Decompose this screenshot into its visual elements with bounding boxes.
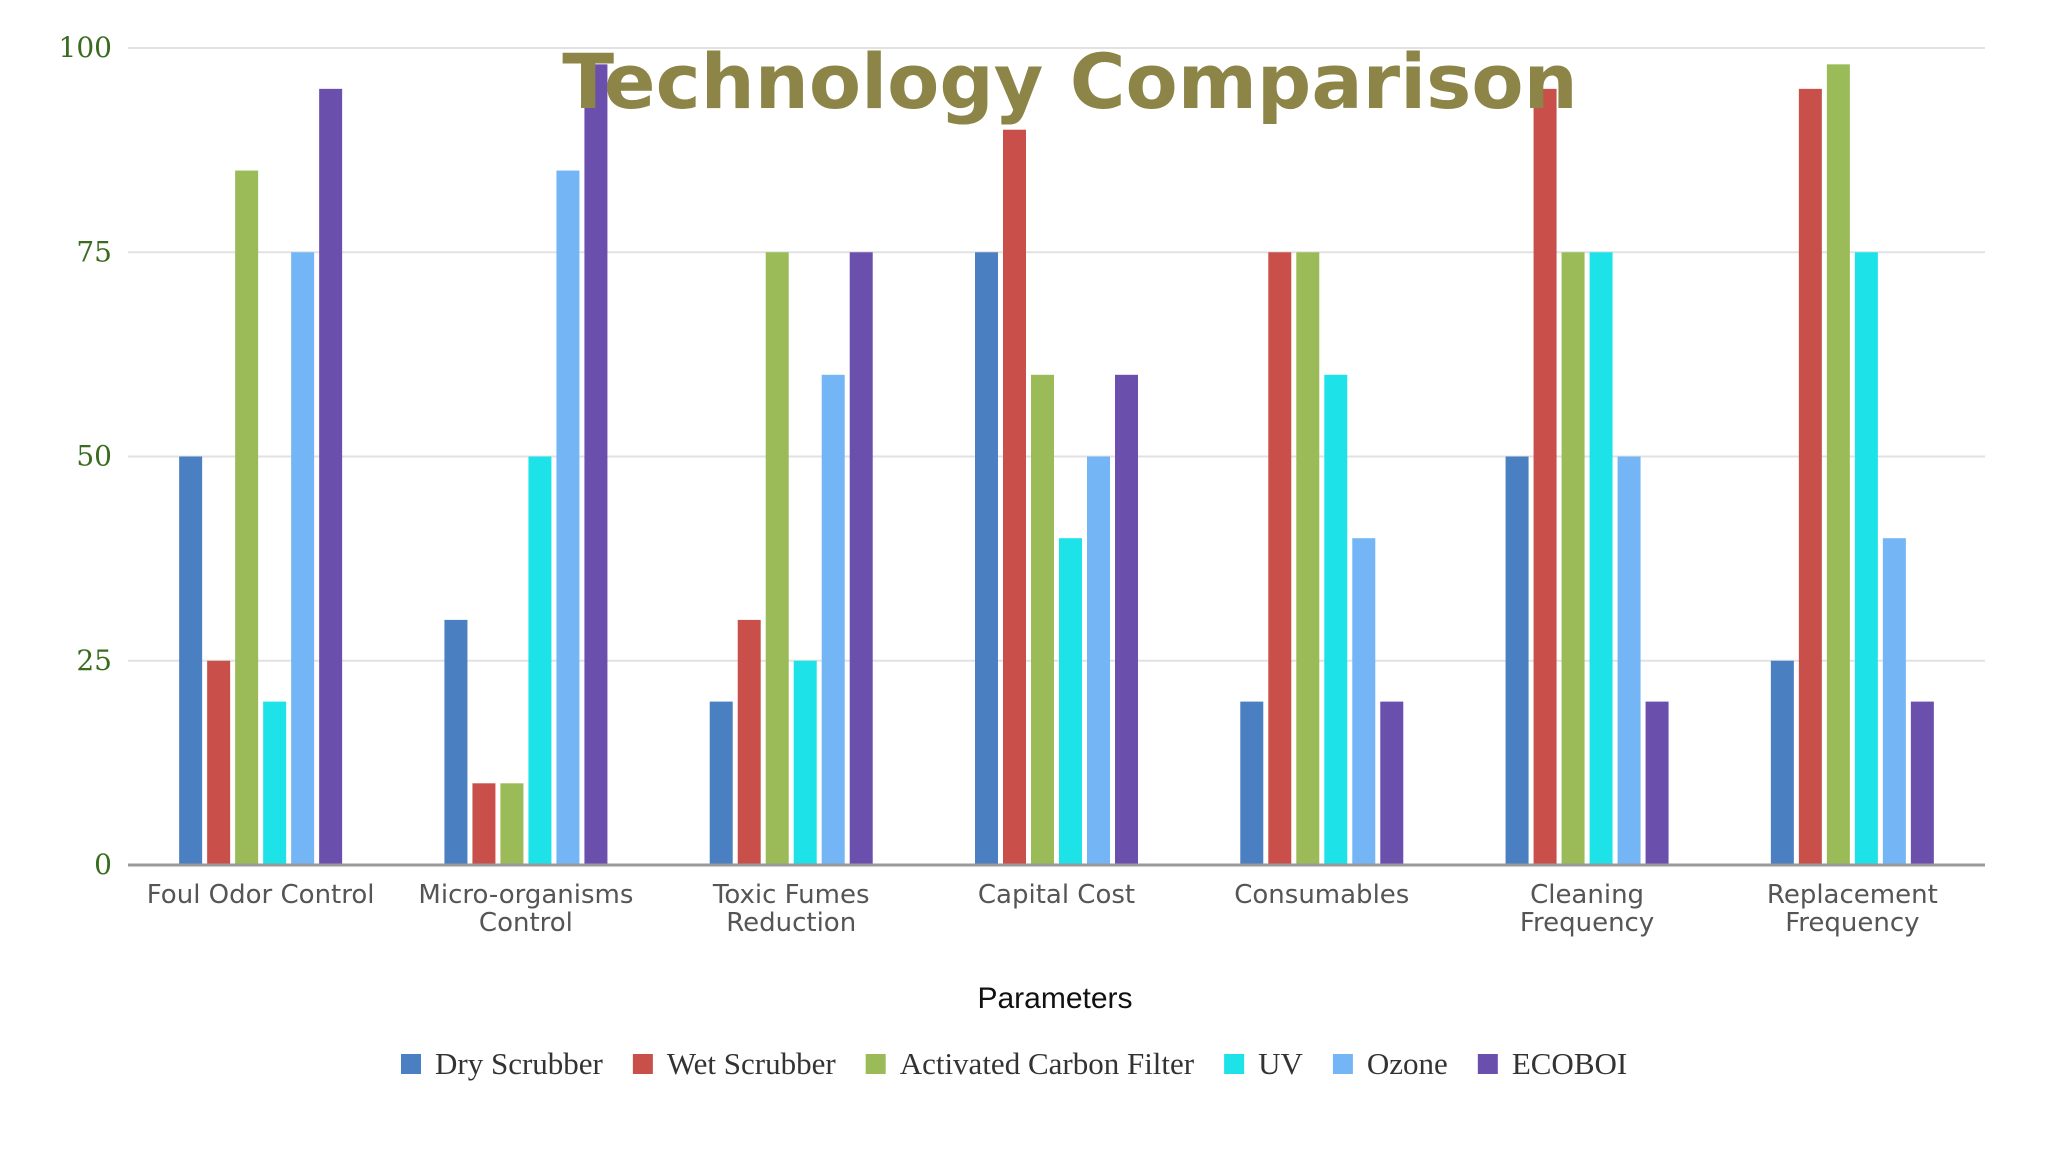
bar bbox=[1505, 456, 1529, 865]
bar bbox=[1882, 538, 1906, 865]
bar bbox=[1087, 456, 1110, 865]
bar bbox=[291, 252, 315, 865]
x-tick-label: Foul Odor Control bbox=[147, 880, 375, 910]
bar bbox=[709, 701, 733, 865]
legend-label: UV bbox=[1258, 1046, 1303, 1081]
legend-swatch bbox=[401, 1054, 421, 1074]
x-tick-label: Micro-organisms Control bbox=[418, 880, 633, 938]
x-tick-label: Capital Cost bbox=[978, 880, 1135, 910]
y-tick-label: 50 bbox=[76, 440, 112, 473]
bar bbox=[849, 252, 873, 865]
bar bbox=[1561, 252, 1585, 865]
bar bbox=[1854, 252, 1878, 865]
bar bbox=[1645, 701, 1669, 865]
x-tick-label: Cleaning Frequency bbox=[1520, 880, 1654, 938]
bar bbox=[1003, 129, 1026, 865]
bar bbox=[528, 456, 552, 865]
bar bbox=[1240, 701, 1264, 865]
bar bbox=[319, 88, 343, 866]
bar bbox=[1380, 701, 1404, 865]
legend-swatch bbox=[632, 1054, 653, 1074]
bar bbox=[1770, 660, 1794, 865]
bar bbox=[1268, 252, 1292, 865]
legend: Dry Scrubber Wet Scrubber Activated Carbon… bbox=[401, 1046, 1627, 1081]
bar bbox=[1031, 374, 1054, 865]
bar bbox=[207, 660, 231, 865]
gridlines: 0 25 50 75 100 bbox=[59, 31, 1985, 881]
bar bbox=[1533, 88, 1557, 866]
y-tick-label: 0 bbox=[94, 848, 112, 881]
x-axis-label: Parameters bbox=[977, 982, 1132, 1015]
bar bbox=[1798, 88, 1822, 866]
axes: Foul Odor Control Micro-organisms Control T… bbox=[128, 863, 1985, 938]
bar bbox=[1589, 252, 1613, 865]
bar bbox=[263, 701, 287, 865]
bar bbox=[793, 660, 817, 865]
bar bbox=[500, 783, 524, 865]
bar bbox=[737, 619, 761, 865]
bar bbox=[1352, 538, 1376, 865]
legend-swatch bbox=[1224, 1054, 1245, 1074]
bar bbox=[556, 170, 580, 866]
x-tick-label: Consumables bbox=[1234, 880, 1409, 910]
bar bbox=[1910, 701, 1934, 865]
legend-label: Wet Scrubber bbox=[667, 1046, 836, 1081]
bar bbox=[1059, 538, 1082, 865]
bar bbox=[1617, 456, 1641, 865]
bar bbox=[235, 170, 259, 866]
legend-swatch bbox=[1477, 1054, 1498, 1074]
bar bbox=[765, 252, 789, 865]
bar bbox=[1826, 64, 1850, 866]
bar bbox=[975, 252, 998, 865]
legend-label: Activated Carbon Filter bbox=[900, 1046, 1195, 1081]
legend-label: Dry Scrubber bbox=[435, 1046, 604, 1081]
bar bbox=[179, 456, 203, 865]
bar bbox=[1324, 374, 1348, 865]
bar bbox=[1296, 252, 1320, 865]
bar bbox=[584, 64, 608, 866]
x-tick-label: Replacement Frequency bbox=[1767, 880, 1938, 938]
legend-label: ECOBOI bbox=[1512, 1046, 1627, 1081]
legend-label: Ozone bbox=[1367, 1046, 1448, 1081]
y-tick-label: 25 bbox=[76, 644, 112, 677]
bar bbox=[444, 619, 468, 865]
y-tick-label: 100 bbox=[59, 31, 112, 64]
bar bbox=[472, 783, 496, 865]
x-tick-label: Toxic Fumes Reduction bbox=[712, 880, 870, 938]
bar bbox=[821, 374, 845, 865]
legend-swatch bbox=[865, 1054, 886, 1074]
bars bbox=[179, 64, 1934, 866]
y-tick-label: 75 bbox=[76, 235, 112, 268]
legend-swatch bbox=[1332, 1054, 1353, 1074]
bar bbox=[1115, 374, 1138, 865]
chart-title: Technology Comparison bbox=[562, 37, 1577, 126]
